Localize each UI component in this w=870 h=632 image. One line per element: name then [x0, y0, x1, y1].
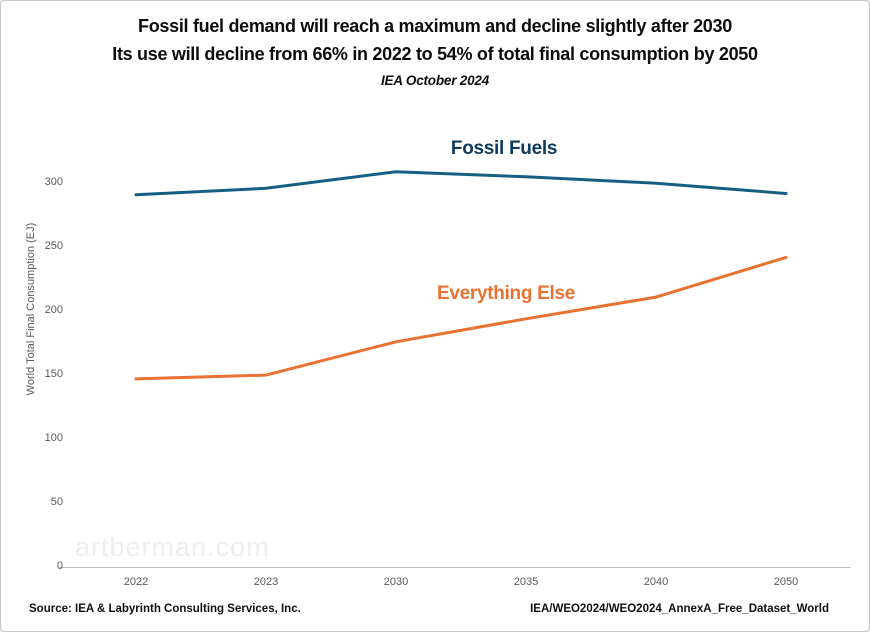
chart-header: Fossil fuel demand will reach a maximum …	[1, 13, 869, 92]
y-tick-label: 300	[44, 176, 63, 189]
chart-attribution: IEA October 2024	[380, 72, 490, 88]
footer-source: Source: IEA & Labyrinth Consulting Servi…	[29, 603, 301, 615]
y-tick-label: 50	[50, 496, 63, 509]
x-tick-label: 2023	[253, 576, 279, 588]
x-tick-label: 2035	[513, 576, 539, 588]
plot-area	[71, 141, 851, 567]
fossil-fuels-line	[134, 170, 788, 197]
y-tick-label: 0	[56, 560, 63, 572]
y-tick-label: 150	[44, 368, 63, 381]
everything-else-line	[134, 255, 788, 381]
series-label-fossil-fuels: Fossil Fuels	[450, 138, 558, 159]
x-tick-label: 2022	[123, 576, 149, 588]
x-tick-label: 2030	[383, 576, 409, 588]
footer-dataset: IEA/WEO2024/WEO2024_AnnexA_Free_Dataset_…	[530, 603, 829, 615]
x-axis-line	[59, 567, 851, 568]
y-tick-label: 200	[44, 304, 63, 317]
y-tick-label: 250	[44, 240, 63, 253]
series-label-everything-else: Everything Else	[436, 283, 576, 304]
y-tick-label: 100	[44, 432, 63, 445]
watermark: artberman.com	[75, 532, 270, 562]
x-tick-label: 2040	[643, 576, 669, 588]
x-tick-label: 2050	[773, 576, 799, 588]
chart-title-line1: Fossil fuel demand will reach a maximum …	[138, 16, 732, 36]
line-chart-canvas	[134, 170, 788, 381]
chart-title-line2: Its use will decline from 66% in 2022 to…	[112, 43, 758, 64]
